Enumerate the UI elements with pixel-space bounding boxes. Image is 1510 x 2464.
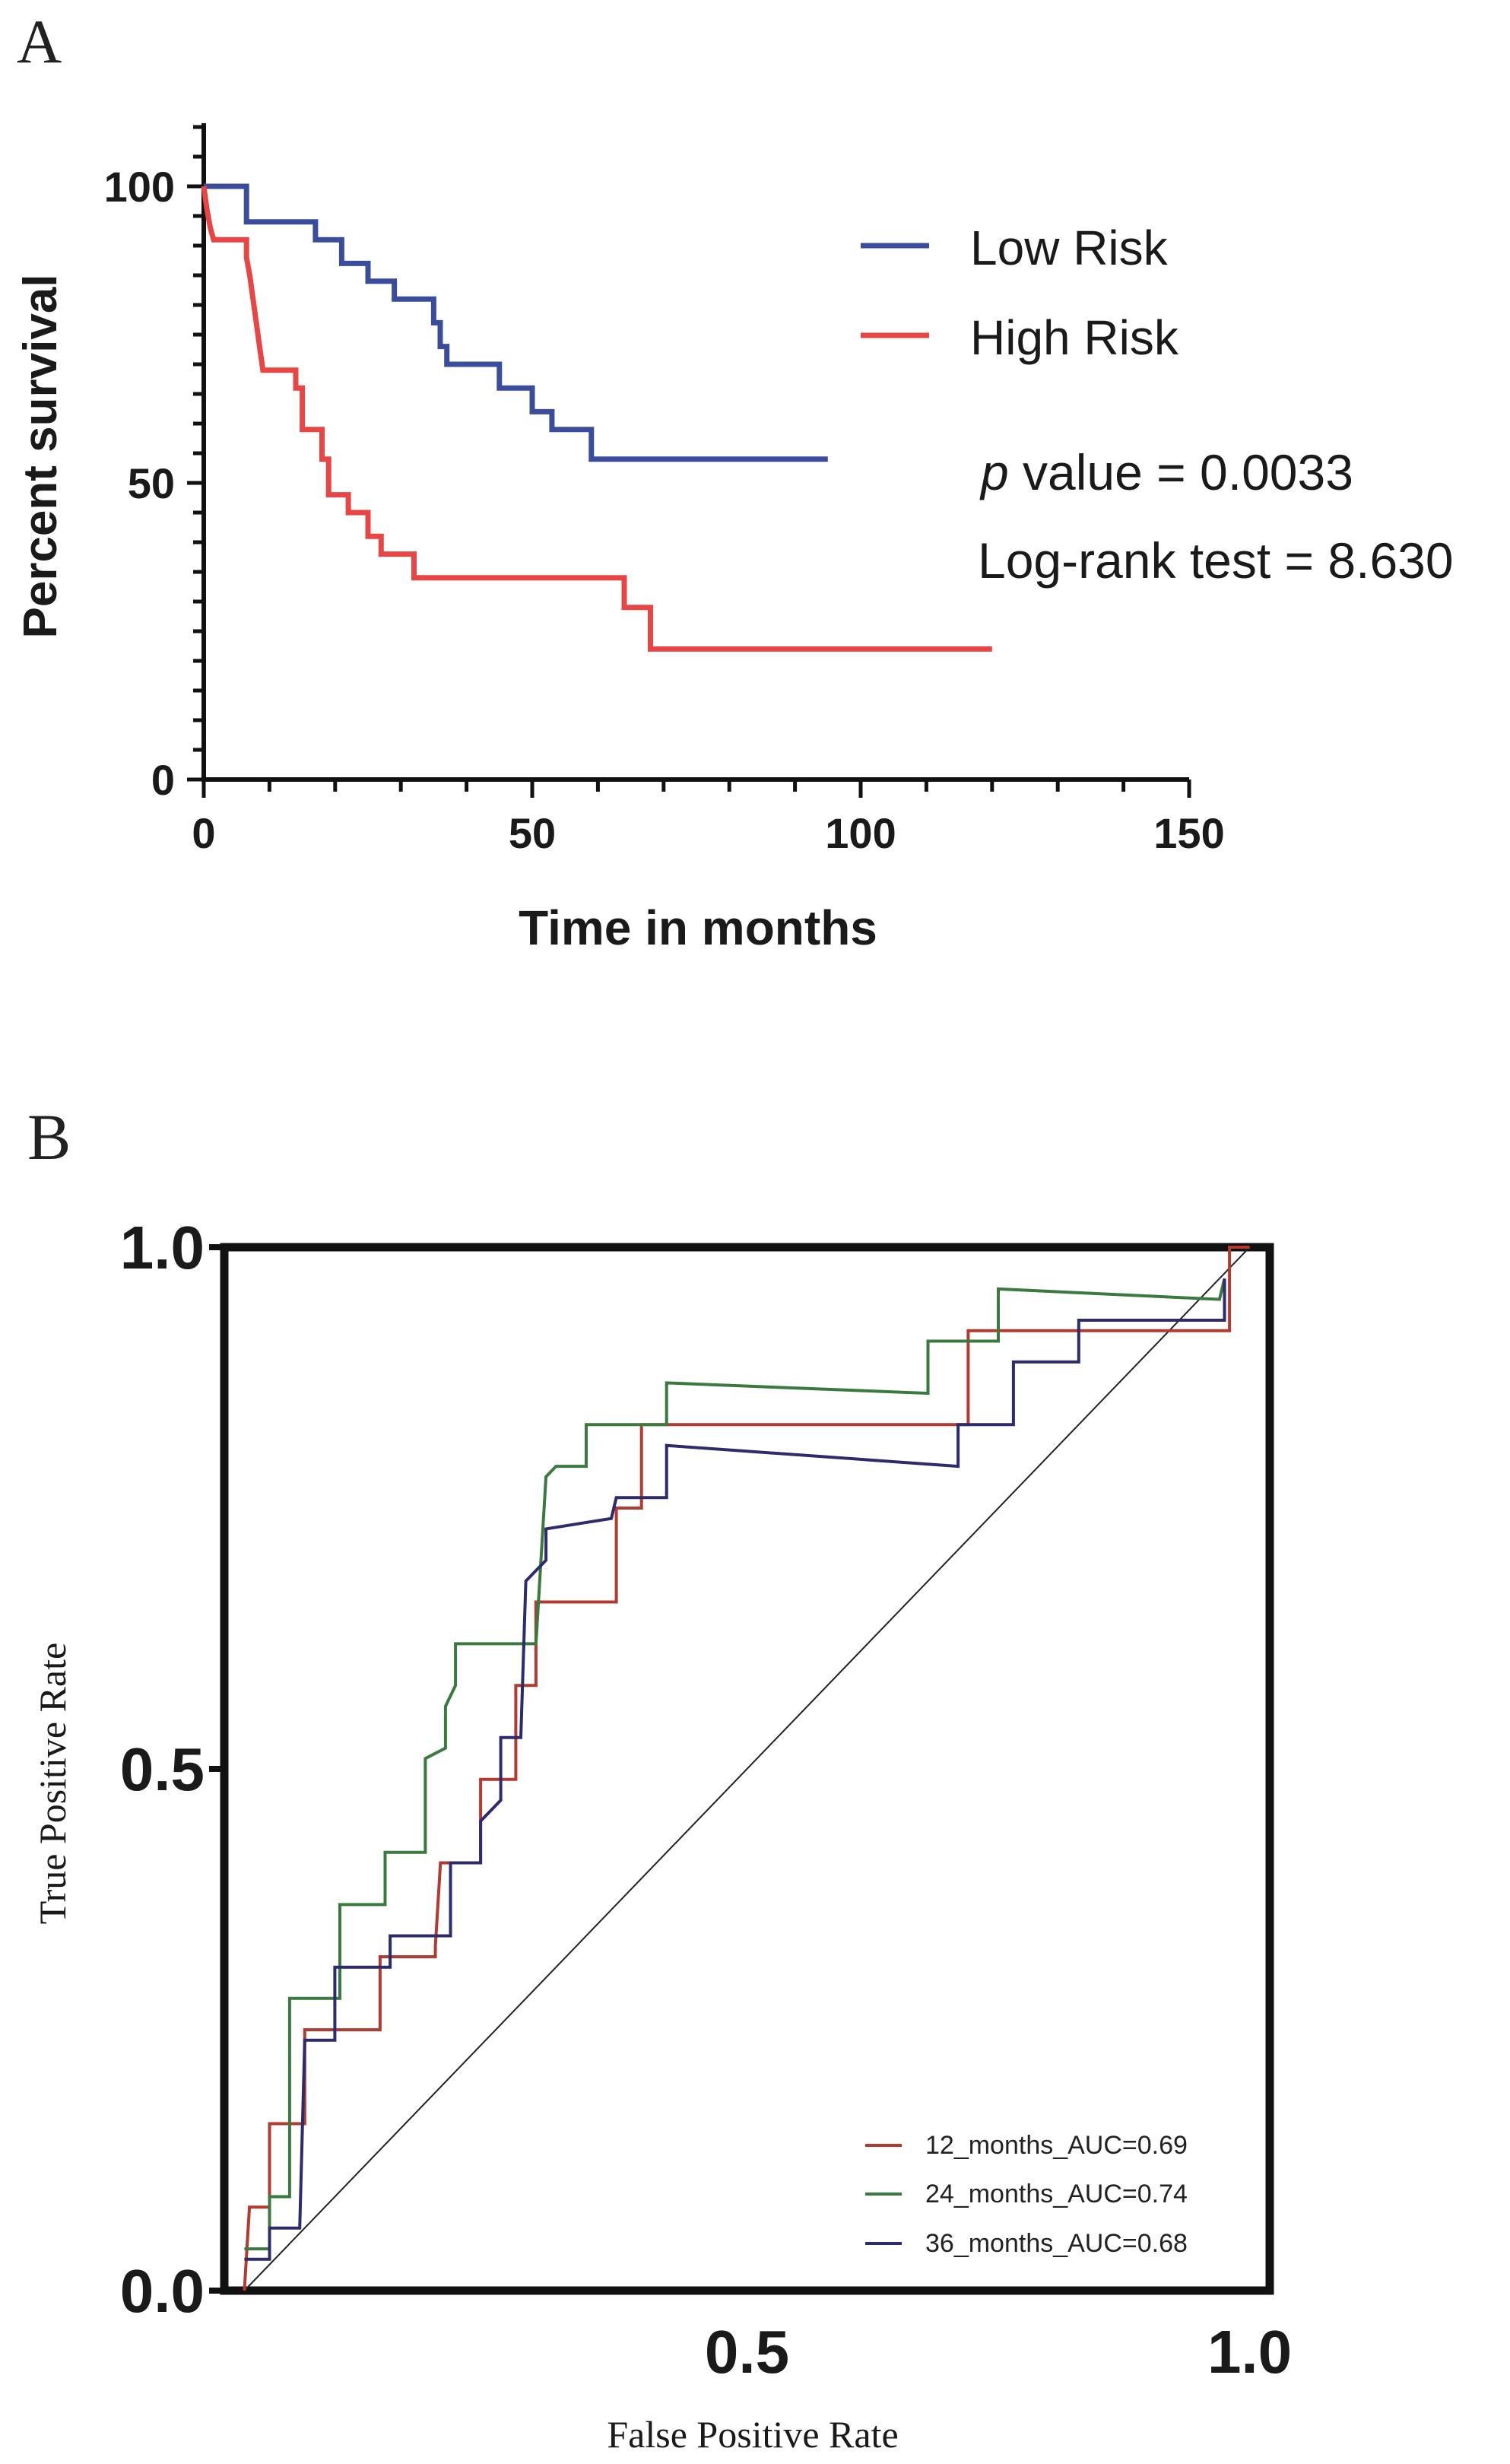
legend-label-low-risk: Low Risk bbox=[970, 221, 1169, 275]
roc-series bbox=[243, 1246, 1250, 2291]
roc-y-tick-label: 1.0 bbox=[120, 1214, 205, 1281]
panel-label-b: B bbox=[27, 1100, 71, 1173]
legend-label-24-months: 24_months_AUC=0.74 bbox=[925, 2180, 1188, 2208]
km-x-tick-label: 150 bbox=[1153, 809, 1224, 857]
km-series bbox=[201, 183, 992, 652]
roc-curve-12-months-auc-0-69 bbox=[243, 1246, 1250, 2291]
km-curve-high-risk bbox=[201, 186, 992, 652]
km-curve-low-risk bbox=[204, 183, 828, 462]
legend-label-high-risk: High Risk bbox=[970, 310, 1179, 365]
roc-axes: 0.0 0.5 1.0 0.5 1.0 bbox=[120, 1214, 1292, 2386]
logrank-annotation: Log-rank test = 8.630 bbox=[978, 532, 1454, 589]
roc-reference-diagonal bbox=[243, 1246, 1251, 2291]
legend-label-12-months: 12_months_AUC=0.69 bbox=[925, 2131, 1188, 2160]
km-axes: 0 50 100 0 50 100 150 bbox=[104, 123, 1225, 857]
km-x-tick-label: 50 bbox=[509, 809, 556, 857]
roc-curve-24-months-auc-0-74 bbox=[244, 1278, 1226, 2251]
km-y-axis-label: Percent survival bbox=[14, 274, 67, 638]
roc-x-tick-label: 0.5 bbox=[705, 2318, 789, 2386]
panel-label-a: A bbox=[17, 7, 62, 76]
km-y-tick-label: 50 bbox=[128, 459, 175, 507]
p-italic: p bbox=[979, 444, 1009, 500]
roc-x-tick-label: 1.0 bbox=[1207, 2318, 1292, 2386]
roc-y-axis-label: True Positive Rate bbox=[31, 1643, 74, 1924]
roc-y-tick-label: 0.5 bbox=[120, 1735, 205, 1803]
roc-y-tick-label: 0.0 bbox=[120, 2257, 205, 2325]
km-x-tick-label: 0 bbox=[192, 809, 215, 857]
roc-curve-36-months-auc-0-68 bbox=[244, 1278, 1226, 2261]
legend-label-36-months: 36_months_AUC=0.68 bbox=[925, 2229, 1188, 2258]
p-value-text: value = 0.0033 bbox=[1009, 444, 1353, 500]
p-value-annotation: p value = 0.0033 bbox=[979, 444, 1353, 500]
km-y-tick-label: 0 bbox=[151, 756, 175, 804]
km-x-tick-label: 100 bbox=[825, 809, 896, 857]
km-y-tick-label: 100 bbox=[104, 163, 175, 211]
km-x-axis-label: Time in months bbox=[519, 900, 877, 955]
roc-x-axis-label: False Positive Rate bbox=[607, 2413, 898, 2456]
